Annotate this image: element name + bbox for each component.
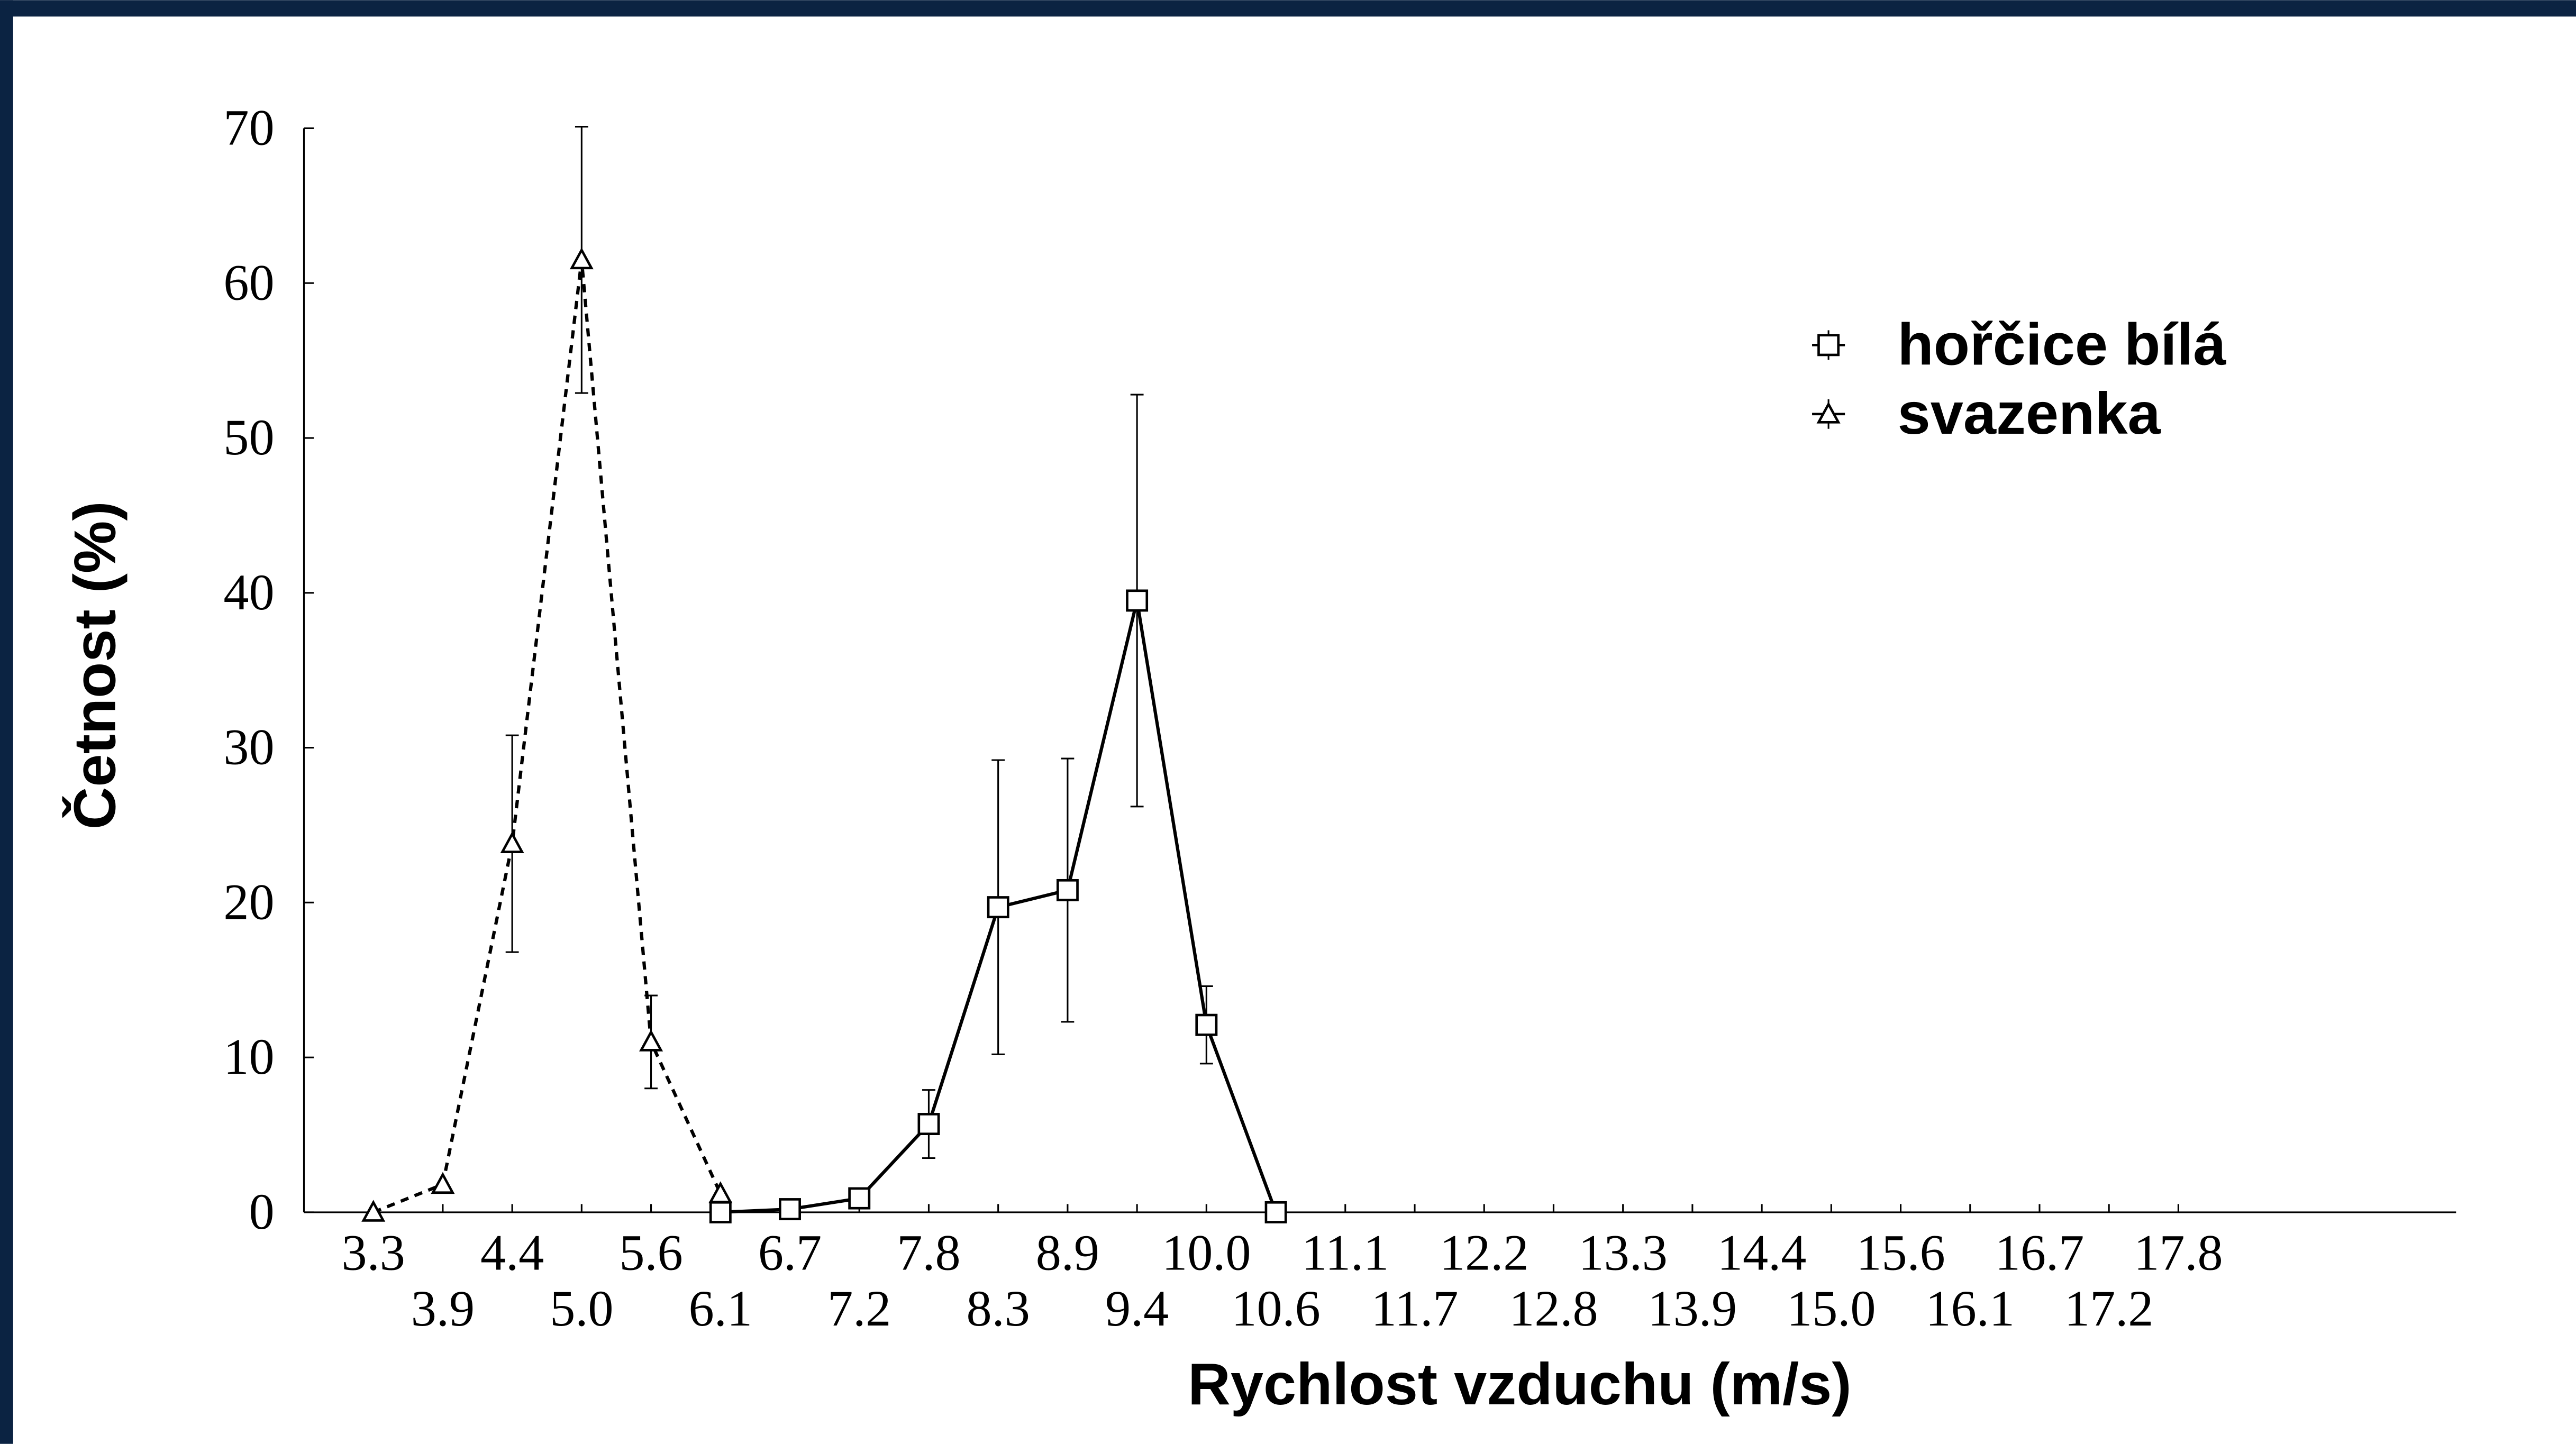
legend-label: hořčice bílá bbox=[1898, 312, 2227, 378]
data-point bbox=[779, 1198, 801, 1221]
series-line bbox=[372, 259, 722, 1214]
x-tick-label: 11.7 bbox=[1371, 1280, 1459, 1337]
data-point bbox=[708, 1181, 733, 1203]
data-point bbox=[1264, 1201, 1287, 1223]
y-tick-label: 60 bbox=[223, 254, 274, 310]
x-tick-label: 8.9 bbox=[1036, 1224, 1099, 1281]
y-tick-label: 0 bbox=[249, 1183, 274, 1240]
x-tick-label: 15.6 bbox=[1856, 1224, 1945, 1281]
x-tick-label: 12.8 bbox=[1509, 1280, 1598, 1337]
x-tick-label: 17.2 bbox=[2064, 1280, 2153, 1337]
data-point bbox=[917, 1113, 940, 1135]
y-tick-label: 10 bbox=[223, 1028, 274, 1085]
x-tick-label: 11.1 bbox=[1301, 1224, 1389, 1281]
y-tick-label: 40 bbox=[223, 564, 274, 620]
x-tick-label: 4.4 bbox=[480, 1224, 544, 1281]
data-point bbox=[431, 1172, 455, 1194]
x-tick-label: 10.0 bbox=[1162, 1224, 1251, 1281]
x-tick-label: 10.6 bbox=[1231, 1280, 1320, 1337]
legend-label: svazenka bbox=[1898, 380, 2161, 446]
data-point bbox=[987, 896, 1009, 919]
data-point bbox=[500, 831, 524, 853]
data-point bbox=[709, 1201, 732, 1223]
top-band bbox=[0, 0, 2576, 17]
x-tick-label: 3.9 bbox=[411, 1280, 475, 1337]
x-tick-label: 13.9 bbox=[1648, 1280, 1737, 1337]
x-tick-label: 13.3 bbox=[1578, 1224, 1667, 1281]
x-tick-label: 8.3 bbox=[967, 1280, 1030, 1337]
y-tick-label: 70 bbox=[223, 99, 274, 156]
x-tick-label: 15.0 bbox=[1787, 1280, 1876, 1337]
y-tick-label: 30 bbox=[223, 719, 274, 775]
left-band bbox=[0, 0, 13, 1444]
y-axis-label: Četnost (%) bbox=[61, 501, 128, 829]
y-tick-label: 20 bbox=[223, 873, 274, 930]
y-tick-label: 50 bbox=[223, 409, 274, 465]
data-point bbox=[569, 247, 594, 270]
x-tick-label: 7.8 bbox=[897, 1224, 960, 1281]
x-tick-label: 5.0 bbox=[550, 1280, 613, 1337]
x-tick-label: 6.1 bbox=[689, 1280, 752, 1337]
x-tick-label: 14.4 bbox=[1717, 1224, 1806, 1281]
data-point bbox=[1056, 879, 1079, 901]
x-tick-label: 12.2 bbox=[1440, 1224, 1528, 1281]
data-point bbox=[361, 1200, 386, 1222]
x-tick-label: 17.8 bbox=[2134, 1224, 2223, 1281]
x-tick-label: 7.2 bbox=[827, 1280, 891, 1337]
data-point bbox=[1126, 589, 1149, 612]
x-tick-label: 16.1 bbox=[1926, 1280, 2015, 1337]
data-point bbox=[1195, 1013, 1218, 1036]
x-tick-label: 3.3 bbox=[342, 1224, 405, 1281]
x-tick-label: 6.7 bbox=[758, 1224, 822, 1281]
data-point bbox=[848, 1187, 871, 1210]
x-tick-label: 5.6 bbox=[619, 1224, 682, 1281]
data-point bbox=[639, 1029, 663, 1052]
legend-marker bbox=[1817, 334, 1840, 357]
x-axis-label: Rychlost vzduchu (m/s) bbox=[1188, 1351, 1851, 1417]
x-tick-label: 16.7 bbox=[1995, 1224, 2084, 1281]
x-tick-label: 9.4 bbox=[1105, 1280, 1169, 1337]
legend-marker bbox=[1816, 401, 1841, 424]
